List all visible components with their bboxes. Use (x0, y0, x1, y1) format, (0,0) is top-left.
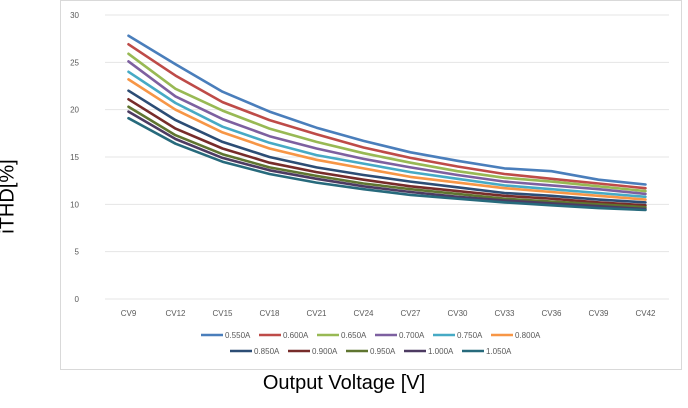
series-line-0.950A (127, 105, 647, 209)
series-line-1.050A (127, 116, 647, 212)
x-tick-label: CV21 (306, 309, 327, 318)
legend-label: 1.050A (486, 347, 512, 356)
series-line-0.750A (127, 70, 647, 199)
legend-label: 0.750A (457, 331, 483, 340)
legend-label: 0.850A (254, 347, 280, 356)
x-axis-title: Output Voltage [V] (262, 372, 426, 394)
x-tick-label: CV9 (121, 309, 137, 318)
series-line-0.600A (127, 42, 647, 190)
series-line-0.550A (127, 34, 647, 186)
legend-label: 0.550A (225, 331, 251, 340)
legend-label: 0.700A (399, 331, 425, 340)
series-line-0.850A (127, 89, 647, 204)
x-tick-label: CV12 (165, 309, 186, 318)
line-chart: 0 5 10 15 20 25 30 CV9 CV12 CV15 CV18 CV21 CV24 CV27 C… (70, 11, 669, 356)
legend-label: 0.800A (515, 331, 541, 340)
x-tick-label: CV27 (400, 309, 421, 318)
x-tick-label: CV36 (541, 309, 562, 318)
y-tick-label: 15 (70, 153, 79, 162)
x-tick-label: CV39 (588, 309, 609, 318)
x-tick-label: CV24 (353, 309, 374, 318)
y-tick-label: 5 (75, 248, 80, 257)
y-tick-label: 30 (70, 11, 79, 20)
series-line-0.900A (127, 98, 647, 207)
y-axis-title: iTHD[%] (0, 159, 19, 234)
x-tick-label: CV30 (447, 309, 468, 318)
legend-label: 0.950A (370, 347, 396, 356)
series-line-1.000A (127, 110, 647, 211)
series-line-0.650A (127, 52, 647, 193)
legend-label: 0.600A (283, 331, 309, 340)
x-tick-label: CV33 (494, 309, 515, 318)
chart-area: 0 5 10 15 20 25 30 CV9 CV12 CV15 CV18 CV21 CV24 CV27 C… (60, 0, 682, 370)
legend-label: 0.900A (312, 347, 338, 356)
x-tick-label: CV42 (635, 309, 656, 318)
legend-label: 0.650A (341, 331, 367, 340)
y-tick-label: 0 (75, 295, 80, 304)
x-tick-label: CV15 (212, 309, 233, 318)
series-line-0.700A (127, 60, 647, 196)
y-tick-label: 10 (70, 200, 79, 209)
y-tick-label: 20 (70, 106, 79, 115)
x-tick-label: CV18 (259, 309, 280, 318)
legend-label: 1.000A (428, 347, 454, 356)
series-line-0.800A (127, 78, 647, 201)
y-tick-label: 25 (70, 58, 79, 67)
